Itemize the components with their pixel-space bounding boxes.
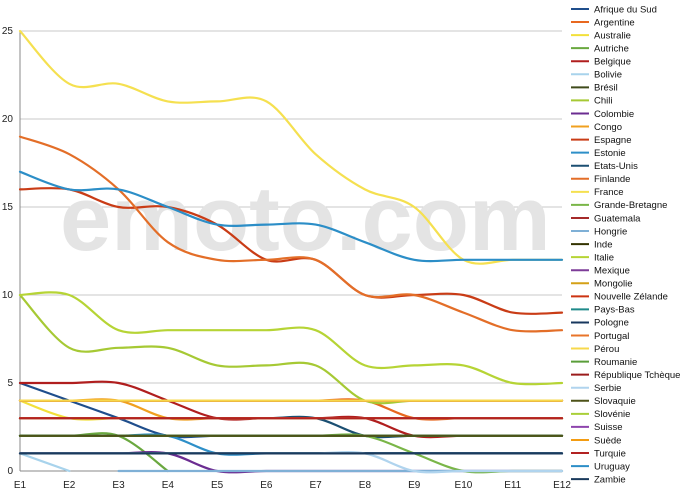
legend-label-france: France (594, 187, 624, 198)
y-tick-label: 5 (7, 378, 13, 389)
y-tick-label: 15 (2, 202, 14, 213)
x-tick-label: E9 (408, 480, 421, 491)
legend-label-nouvelle-zelande: Nouvelle Zélande (594, 292, 668, 303)
x-tick-label: E7 (310, 480, 323, 491)
x-tick-label: E12 (553, 480, 571, 491)
legend-label-serbie: Serbie (594, 383, 621, 394)
series-line-estonie (18, 433, 564, 456)
legend-label-espagne: Espagne (594, 135, 632, 146)
series-line-chili (18, 293, 564, 405)
series-line-afrique-du-sud (18, 381, 564, 439)
legend-label-mexique: Mexique (594, 266, 630, 277)
legend-label-pays-bas: Pays-Bas (594, 305, 635, 316)
legend: Afrique du Sud Argentine Australie Autriche… (571, 4, 680, 485)
watermark-text: emoto.com (60, 168, 551, 270)
legend-label-estonie: Estonie (594, 148, 626, 159)
x-tick-label: E10 (455, 480, 473, 491)
x-tick-label: E3 (112, 480, 125, 491)
series-line-colombie (18, 451, 564, 474)
series-group (18, 29, 564, 474)
legend-label-mongolie: Mongolie (594, 279, 633, 290)
series-line-finlande (18, 135, 564, 333)
legend-label-bresil: Brésil (594, 83, 618, 94)
legend-label-etats-unis: Etats-Unis (594, 161, 638, 172)
legend-label-suede: Suède (594, 435, 621, 446)
legend-label-slovaquie: Slovaquie (594, 396, 636, 407)
legend-label-belgique: Belgique (594, 57, 631, 68)
legend-label-autriche: Autriche (594, 43, 629, 54)
series-line-italie (18, 291, 564, 386)
y-tick-label: 20 (2, 114, 14, 125)
legend-label-republique-tcheque: République Tchèque (594, 370, 680, 381)
y-tick-label: 10 (2, 290, 14, 301)
legend-label-inde: Inde (594, 239, 613, 250)
x-tick-label: E6 (260, 480, 273, 491)
legend-label-hongrie: Hongrie (594, 226, 627, 237)
x-tick-label: E8 (359, 480, 372, 491)
legend-label-suisse: Suisse (594, 422, 623, 433)
legend-label-italie: Italie (594, 252, 614, 263)
legend-label-portugal: Portugal (594, 331, 629, 342)
legend-label-slovenie: Slovénie (594, 409, 630, 420)
legend-label-perou: Pérou (594, 344, 619, 355)
y-tick-label: 0 (7, 466, 13, 477)
legend-label-chili: Chili (594, 96, 612, 107)
series-line-espagne (18, 187, 564, 315)
legend-label-argentine: Argentine (594, 17, 635, 28)
series-line-bolivie (18, 452, 71, 473)
series-line-uruguay (18, 170, 564, 263)
legend-label-finlande: Finlande (594, 174, 630, 185)
legend-label-australie: Australie (594, 30, 631, 41)
legend-label-turquie: Turquie (594, 448, 626, 459)
x-tick-label: E2 (63, 480, 76, 491)
legend-label-uruguay: Uruguay (594, 461, 630, 472)
legend-label-roumanie: Roumanie (594, 357, 637, 368)
legend-label-pologne: Pologne (594, 318, 629, 329)
legend-label-bolivie: Bolivie (594, 70, 622, 81)
legend-label-afrique-du-sud: Afrique du Sud (594, 4, 657, 15)
series-line-serbie (18, 451, 564, 474)
y-tick-label: 25 (2, 26, 14, 37)
x-tick-label: E11 (504, 480, 521, 491)
legend-label-congo: Congo (594, 122, 622, 133)
x-tick-label: E1 (14, 480, 27, 491)
legend-label-zambie: Zambie (594, 474, 626, 485)
legend-label-grande-bretagne: Grande-Bretagne (594, 200, 667, 211)
x-tick-label: E5 (211, 480, 224, 491)
x-tick-label: E4 (162, 480, 175, 491)
legend-label-colombie: Colombie (594, 109, 634, 120)
legend-label-guatemala: Guatemala (594, 213, 641, 224)
series-line-belgique (18, 380, 564, 439)
